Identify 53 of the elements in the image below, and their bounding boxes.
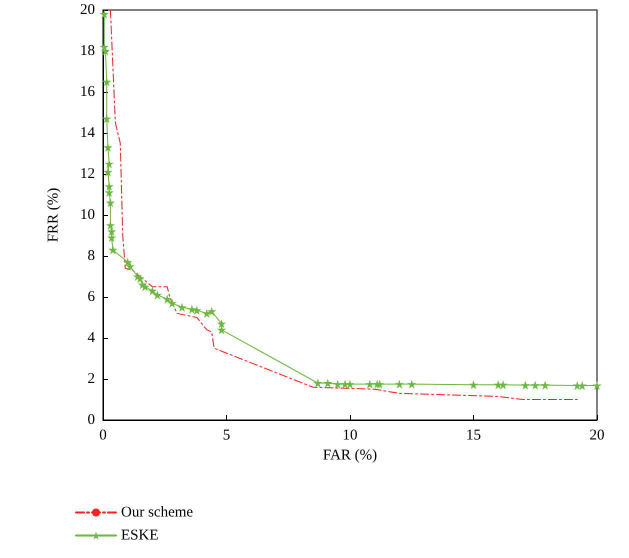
- point: [136, 274, 145, 284]
- point: [104, 182, 114, 191]
- x-axis-title: FAR (%): [322, 448, 378, 464]
- x-tick-label: 20: [590, 428, 604, 444]
- point: [178, 302, 187, 312]
- y-tick-label: 8: [88, 248, 95, 264]
- point: [152, 290, 162, 300]
- y-tick-label: 20: [80, 2, 95, 18]
- y-tick-label: 2: [88, 371, 95, 387]
- x-tick-label: 5: [222, 428, 230, 444]
- y-tick-label: 10: [80, 207, 95, 223]
- point: [106, 220, 115, 230]
- x-tick-label: 15: [466, 428, 481, 444]
- point: [407, 380, 416, 389]
- point: [346, 380, 354, 389]
- point: [148, 286, 157, 296]
- legend-label: Our scheme: [121, 504, 194, 520]
- point: [103, 167, 112, 176]
- point: [323, 378, 332, 388]
- point: [207, 306, 216, 316]
- y-tick-label: 0: [88, 412, 95, 428]
- y-tick-label: 6: [88, 289, 96, 305]
- y-tick-label: 4: [88, 330, 96, 346]
- point: [126, 262, 135, 271]
- point: [498, 380, 508, 390]
- point: [592, 381, 602, 390]
- y-tick-label: 14: [80, 125, 96, 141]
- point: [333, 380, 342, 389]
- y-axis-title: FRR (%): [46, 188, 62, 242]
- point: [365, 380, 374, 389]
- point: [168, 298, 177, 308]
- point: [217, 319, 226, 328]
- point: [106, 198, 115, 208]
- y-tick-label: 12: [80, 166, 95, 182]
- point: [123, 258, 132, 267]
- point: [108, 245, 118, 254]
- point: [540, 380, 550, 390]
- x-tick-label: 0: [99, 428, 107, 444]
- point: [520, 380, 530, 390]
- point: [394, 380, 404, 389]
- point: [162, 294, 172, 304]
- point: [103, 142, 112, 152]
- legend-label: ESKE: [121, 528, 158, 544]
- point: [530, 380, 540, 390]
- point: [107, 233, 116, 242]
- point: [375, 380, 384, 389]
- point: [104, 159, 114, 168]
- point: [313, 378, 322, 388]
- point: [469, 380, 478, 390]
- x-tick-label: 10: [342, 428, 358, 444]
- y-tick-label: 16: [80, 84, 96, 100]
- y-tick-label: 18: [80, 43, 95, 59]
- point: [102, 114, 112, 124]
